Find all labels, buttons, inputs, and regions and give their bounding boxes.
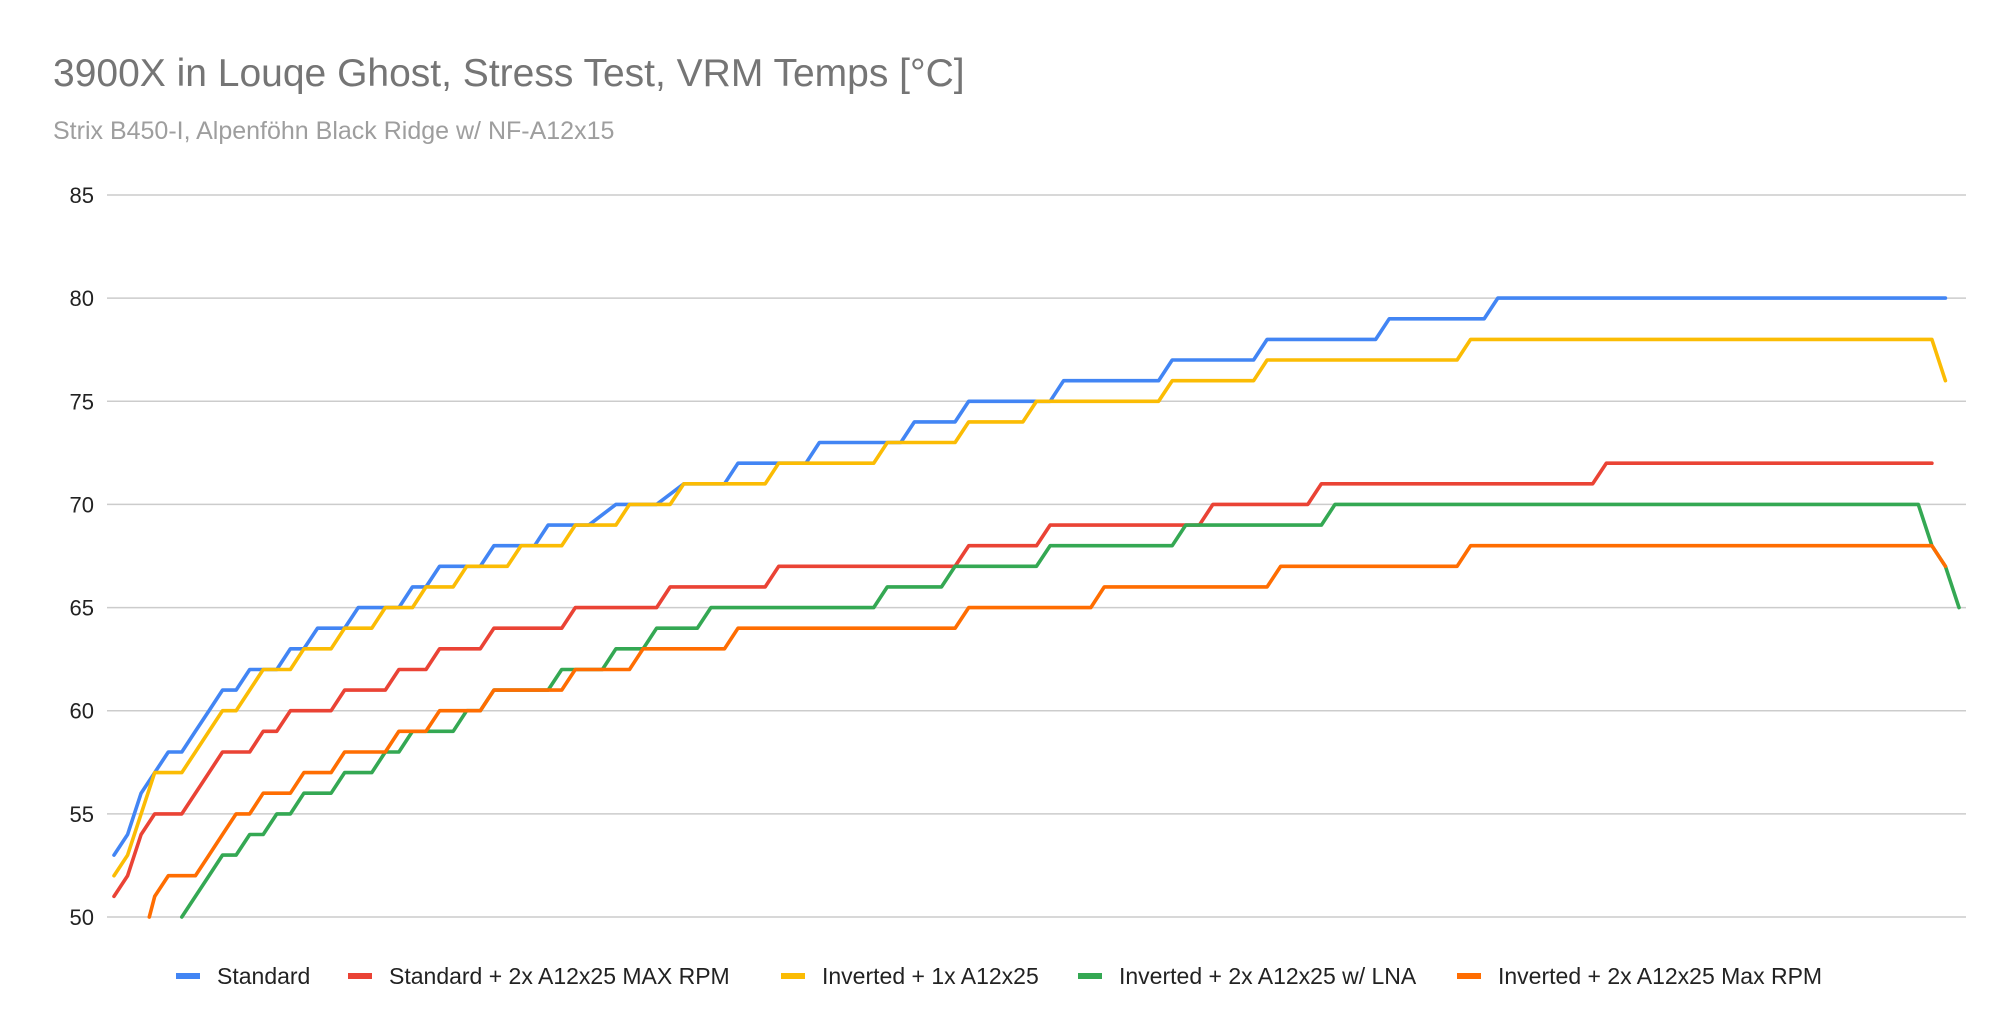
- y-tick-label: 75: [70, 389, 94, 414]
- y-tick-label: 50: [70, 905, 94, 930]
- y-tick-label: 55: [70, 802, 94, 827]
- legend-label-1: Standard: [217, 963, 310, 989]
- legend-label-5: Inverted + 2x A12x25 Max RPM: [1498, 963, 1822, 989]
- legend-label-4: Inverted + 2x A12x25 w/ LNA: [1119, 963, 1417, 989]
- series-line-4: [180, 502, 1961, 919]
- series-lines: [112, 296, 1961, 919]
- y-tick-label: 80: [70, 286, 94, 311]
- series-line-5: [147, 543, 1948, 919]
- y-tick-label: 60: [70, 699, 94, 724]
- chart-title: 3900X in Louqe Ghost, Stress Test, VRM T…: [53, 52, 965, 95]
- legend-label-2: Standard + 2x A12x25 MAX RPM: [389, 963, 730, 989]
- series-line-1: [112, 296, 1948, 857]
- series-line-3: [112, 337, 1948, 878]
- y-tick-label: 70: [70, 492, 94, 517]
- y-tick-label: 65: [70, 596, 94, 621]
- legend-label-3: Inverted + 1x A12x25: [822, 963, 1039, 989]
- grid-lines: [107, 194, 1966, 918]
- y-axis-ticks: 50 55 60 65 70 75 80 85: [70, 183, 94, 930]
- chart-subtitle: Strix B450-I, Alpenföhn Black Ridge w/ N…: [53, 117, 615, 145]
- y-tick-label: 85: [70, 183, 94, 208]
- series-line-2: [112, 461, 1934, 899]
- chart-legend: Standard Standard + 2x A12x25 MAX RPM Inve…: [176, 963, 1822, 989]
